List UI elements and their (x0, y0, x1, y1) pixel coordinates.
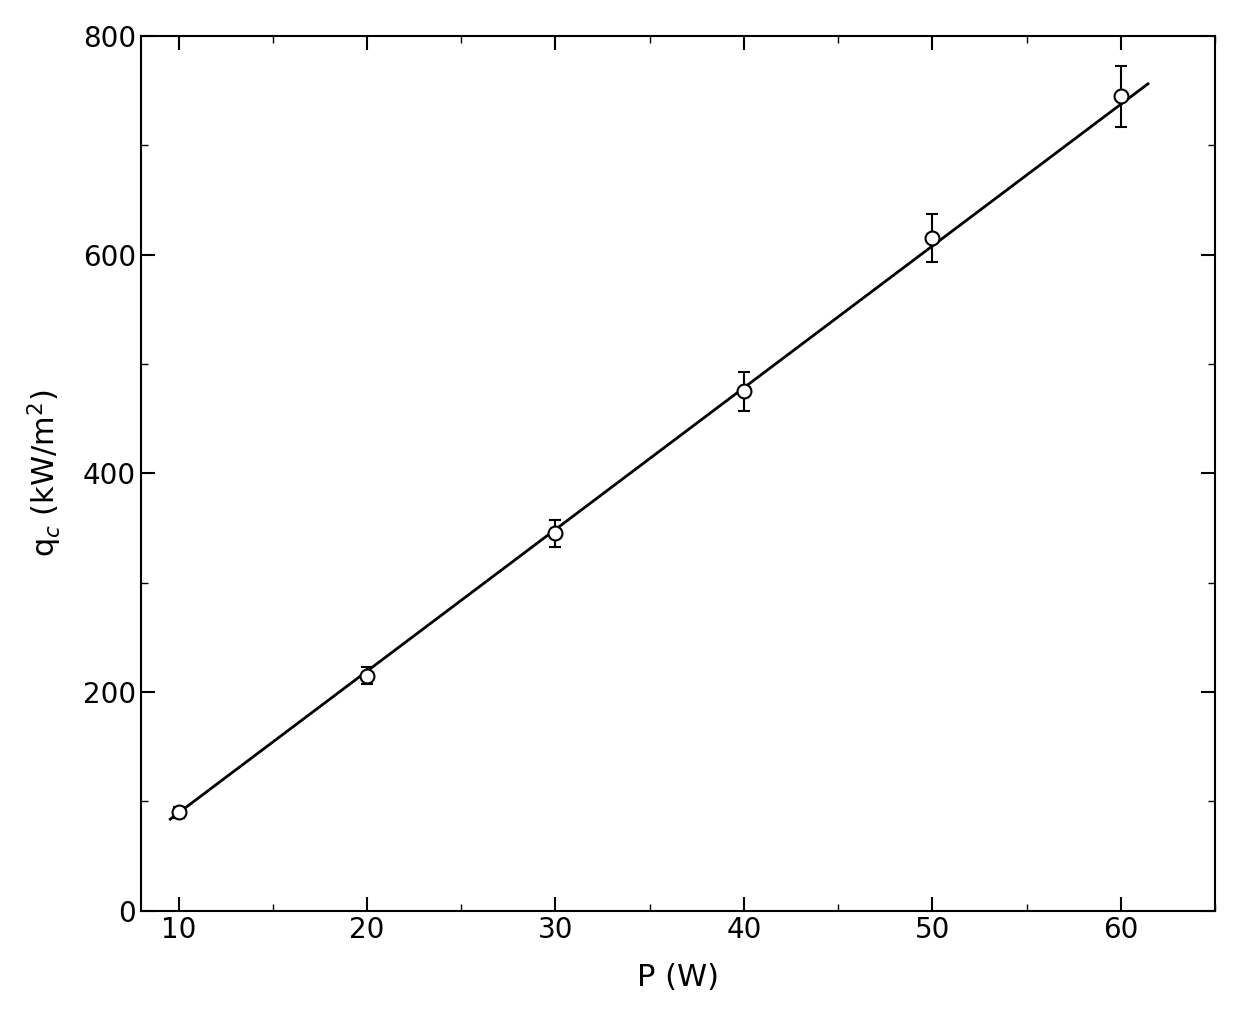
X-axis label: P (W): P (W) (637, 963, 719, 992)
Y-axis label: q$_c$ (kW/m$^2$): q$_c$ (kW/m$^2$) (25, 390, 63, 557)
